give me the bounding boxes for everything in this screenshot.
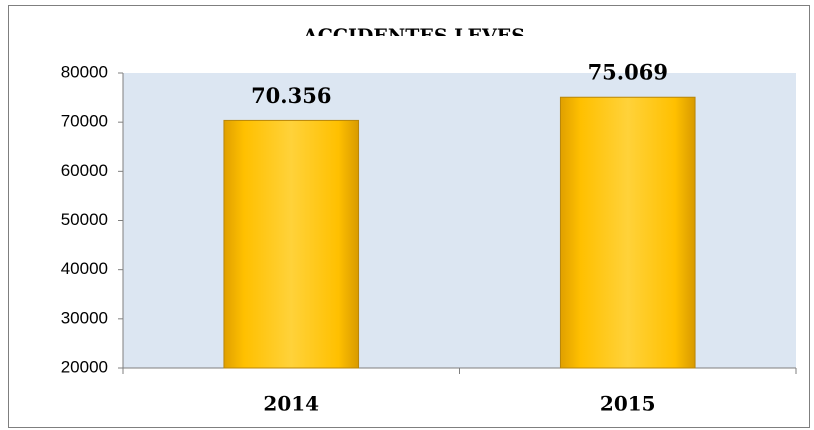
- chart-title: ACCIDENTES LEVES: [302, 25, 525, 47]
- x-tick-label: 2014: [263, 392, 319, 416]
- y-tick-label: 30000: [61, 308, 108, 327]
- y-tick-label: 80000: [61, 62, 108, 81]
- x-tick-label: 2015: [600, 392, 656, 416]
- y-tick-label: 50000: [61, 210, 108, 229]
- bar: [223, 119, 360, 369]
- value-label: 75.069: [588, 60, 668, 85]
- bar: [559, 96, 696, 369]
- y-tick-label: 20000: [61, 357, 108, 376]
- y-tick-label: 70000: [61, 112, 108, 131]
- y-tick-label: 40000: [61, 259, 108, 278]
- value-label: 70.356: [251, 83, 331, 108]
- y-tick-label: 60000: [61, 161, 108, 180]
